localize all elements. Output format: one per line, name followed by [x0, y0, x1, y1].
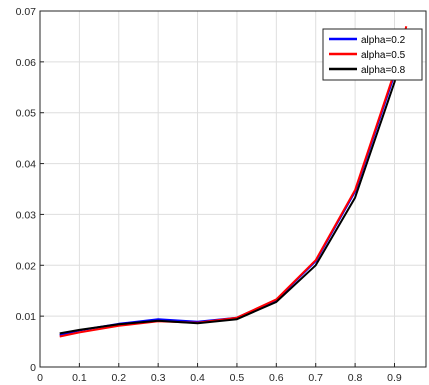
- y-tick-label: 0.01: [16, 311, 37, 323]
- y-tick-label: 0.05: [16, 108, 37, 120]
- y-tick-label: 0.02: [16, 260, 37, 272]
- legend: alpha=0.2 alpha=0.5 alpha=0.8: [322, 28, 423, 81]
- series-layer: [59, 26, 408, 338]
- y-tick-label: 0: [30, 362, 36, 374]
- x-tick-label: 0.5: [230, 372, 245, 384]
- y-tick-label: 0.07: [16, 6, 37, 18]
- y-tick-label: 0.06: [16, 57, 37, 69]
- x-tick-label: 0.7: [308, 372, 323, 384]
- legend-label: alpha=0.5: [361, 50, 406, 61]
- y-tick-label: 0.04: [16, 159, 37, 171]
- ticks: 0 0.1 0.2 0.3 0.4 0.5 0.6 0.7 0.8 0.9 0 0.01 0.02 0.0…: [16, 6, 402, 384]
- legend-label: alpha=0.8: [361, 65, 406, 76]
- x-tick-label: 0.2: [111, 372, 126, 384]
- x-tick-label: 0.1: [72, 372, 87, 384]
- x-tick-label: 0.4: [190, 372, 205, 384]
- series-line-2: [59, 26, 408, 338]
- x-tick-label: 0: [37, 372, 43, 384]
- y-tick-label: 0.03: [16, 209, 37, 221]
- series-line-3: [59, 36, 408, 335]
- x-tick-label: 0.8: [348, 372, 363, 384]
- axes-box: [39, 10, 427, 368]
- x-tick-label: 0.3: [151, 372, 166, 384]
- x-tick-label: 0.6: [269, 372, 284, 384]
- legend-label: alpha=0.2: [361, 35, 406, 46]
- x-tick-label: 0.9: [387, 372, 402, 384]
